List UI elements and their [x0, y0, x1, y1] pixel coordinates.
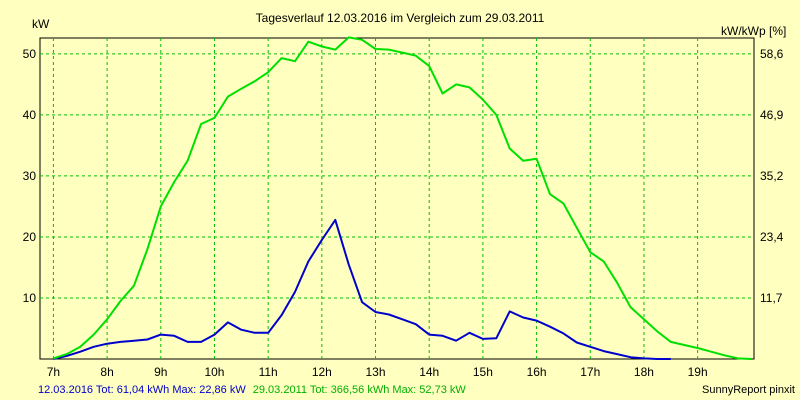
legend-text-2016: 12.03.2016 Tot: 61,04 kWh Max: 22,86 kW: [38, 384, 246, 396]
x-tick-label: 9h: [154, 365, 167, 379]
series-lines: [53, 36, 752, 360]
y-tick-label: 50: [23, 47, 37, 61]
x-tick-label: 19h: [688, 365, 708, 379]
y-right-axis-ticks: 11,7 23,4 35,2 46,9 58,6: [760, 47, 784, 305]
series-line-2: [53, 36, 752, 360]
y-axis-ticks: 10 20 30 40 50: [23, 47, 37, 305]
right-unit-label: kW/kWp [%]: [721, 24, 786, 38]
x-axis-ticks: 7h 8h 9h 10h 11h 12h 13h 14h 15h 16h 17h 18h 19h: [47, 365, 708, 379]
chart-title: Tagesverlauf 12.03.2016 im Vergleich zum…: [256, 11, 545, 25]
x-tick-label: 7h: [47, 365, 60, 379]
left-unit-label: kW: [32, 17, 50, 31]
y-right-tick-label: 23,4: [760, 230, 784, 244]
y-right-tick-label: 35,2: [760, 169, 784, 183]
x-tick-label: 15h: [473, 365, 493, 379]
x-tick-label: 16h: [527, 365, 547, 379]
x-tick-label: 8h: [100, 365, 113, 379]
y-tick-label: 30: [23, 169, 37, 183]
y-right-tick-label: 58,6: [760, 47, 784, 61]
x-tick-label: 11h: [259, 365, 278, 379]
y-right-tick-label: 46,9: [760, 108, 784, 122]
credit-label: SunnyReport pinxit: [702, 384, 795, 396]
legend-text-2011: 29.03.2011 Tot: 366,56 kWh Max: 52,73 kW: [253, 384, 467, 396]
x-tick-label: 17h: [580, 365, 600, 379]
x-tick-label: 12h: [312, 365, 332, 379]
x-tick-label: 18h: [634, 365, 654, 379]
plot-area: [39, 37, 755, 360]
y-right-tick-label: 11,7: [760, 291, 783, 305]
y-tick-label: 20: [23, 230, 37, 244]
grid: [40, 38, 754, 359]
x-tick-label: 14h: [419, 365, 439, 379]
y-tick-label: 10: [23, 291, 37, 305]
x-tick-label: 10h: [204, 365, 224, 379]
series-line-1: [53, 218, 671, 360]
legend-entry-2016: 12.03.2016 Tot: 61,04 kWh Max: 22,86 kW …: [38, 384, 466, 396]
x-tick-label: 13h: [366, 365, 386, 379]
y-tick-label: 40: [23, 108, 37, 122]
